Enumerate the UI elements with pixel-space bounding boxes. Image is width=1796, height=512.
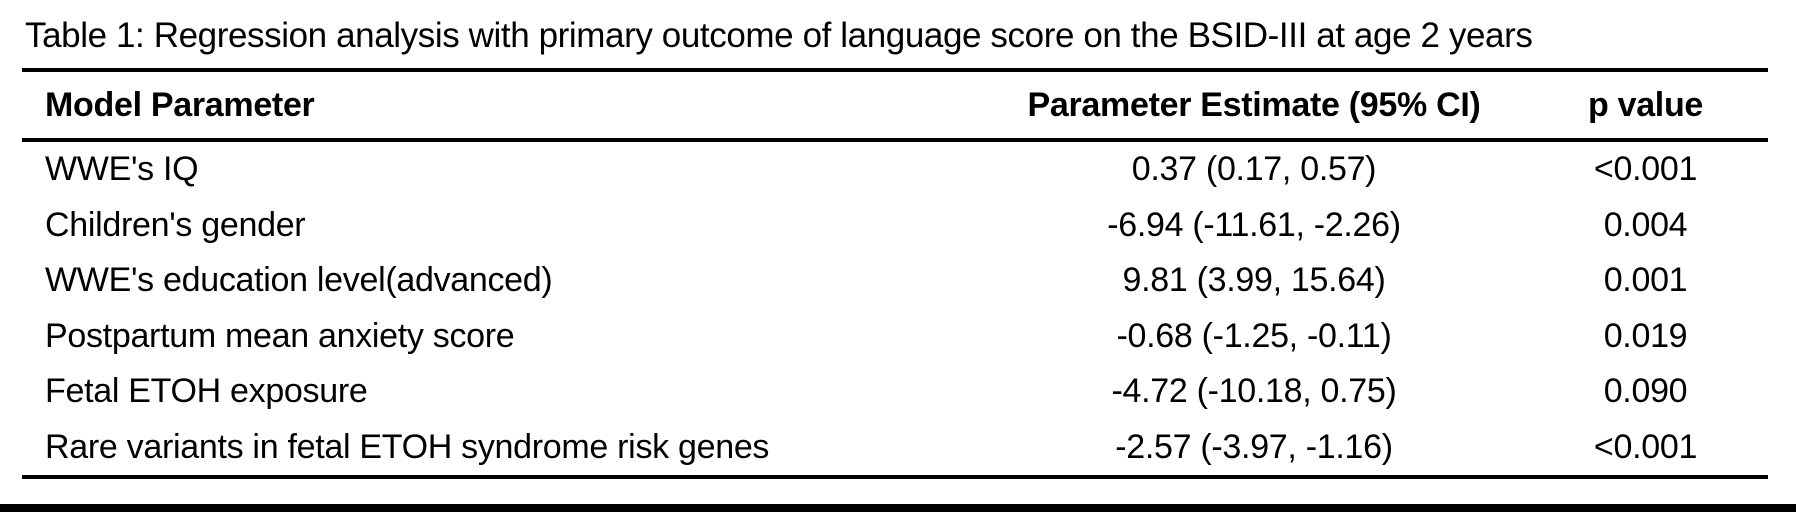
cell-estimate: 0.37 (0.17, 0.57): [1131, 150, 1377, 189]
table-body: WWE's IQ 0.37 (0.17, 0.57) <0.001 Childr…: [22, 142, 1768, 475]
cell-estimate: -6.94 (-11.61, -2.26): [1107, 205, 1401, 244]
cell-parameter: Rare variants in fetal ETOH syndrome ris…: [45, 427, 770, 466]
cell-p-value: 0.004: [1603, 205, 1688, 244]
screenshot-bottom-edge: [0, 504, 1796, 512]
column-header-parameter-estimate: Parameter Estimate (95% CI): [1027, 85, 1481, 124]
table-row: Postpartum mean anxiety score -0.68 (-1.…: [22, 309, 1768, 365]
table-row: Children's gender -6.94 (-11.61, -2.26) …: [22, 198, 1768, 254]
header-rule: [22, 138, 1768, 142]
column-header-model-parameter: Model Parameter: [45, 85, 315, 124]
cell-parameter: Fetal ETOH exposure: [45, 372, 368, 411]
cell-parameter: Children's gender: [45, 205, 306, 244]
table-row: WWE's IQ 0.37 (0.17, 0.57) <0.001: [22, 142, 1768, 198]
table-row: WWE's education level(advanced) 9.81 (3.…: [22, 253, 1768, 309]
column-header-p-value: p value: [1587, 85, 1704, 124]
table-caption: Table 1: Regression analysis with primar…: [25, 16, 1533, 55]
table-row: Rare variants in fetal ETOH syndrome ris…: [22, 420, 1768, 476]
cell-estimate: 9.81 (3.99, 15.64): [1122, 261, 1386, 300]
cell-estimate: -0.68 (-1.25, -0.11): [1116, 316, 1392, 355]
cell-p-value: 0.001: [1603, 261, 1688, 300]
cell-parameter: WWE's education level(advanced): [45, 261, 553, 300]
cell-parameter: WWE's IQ: [45, 150, 199, 189]
cell-p-value: <0.001: [1593, 427, 1698, 466]
cell-estimate: -4.72 (-10.18, 0.75): [1111, 372, 1397, 411]
cell-p-value: 0.090: [1603, 372, 1688, 411]
cell-p-value: 0.019: [1603, 316, 1688, 355]
table-header-row: Model Parameter Parameter Estimate (95% …: [22, 72, 1768, 138]
table-row: Fetal ETOH exposure -4.72 (-10.18, 0.75)…: [22, 364, 1768, 420]
table-bottom-rule: [22, 475, 1768, 479]
cell-estimate: -2.57 (-3.97, -1.16): [1115, 427, 1393, 466]
caption-rule: [22, 68, 1768, 72]
cell-parameter: Postpartum mean anxiety score: [45, 316, 515, 355]
cell-p-value: <0.001: [1593, 150, 1698, 189]
